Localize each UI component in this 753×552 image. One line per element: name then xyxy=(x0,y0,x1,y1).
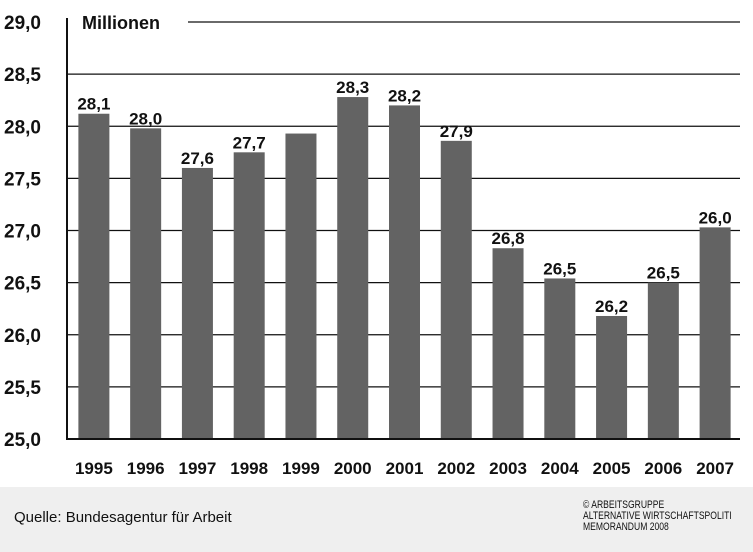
y-tick-label: 29,0 xyxy=(4,13,41,34)
x-tick-label: 2006 xyxy=(644,459,682,478)
data-label: 27,7 xyxy=(233,133,266,152)
bar xyxy=(596,315,628,439)
data-label: 27,6 xyxy=(181,149,214,168)
bar xyxy=(544,278,576,439)
data-label: 28,1 xyxy=(77,95,110,114)
data-label: 27,9 xyxy=(440,122,473,141)
y-tick-label: 27,0 xyxy=(4,222,41,243)
bar xyxy=(181,167,213,439)
data-label: 28,0 xyxy=(129,109,162,128)
bar xyxy=(699,227,731,439)
x-tick-label: 1996 xyxy=(127,459,165,478)
x-tick-label: 2000 xyxy=(334,459,372,478)
source-note: Quelle: Bundesagentur für Arbeit xyxy=(14,509,232,526)
unit-label: Millionen xyxy=(82,13,160,33)
data-label: 28,2 xyxy=(388,86,421,105)
y-tick-label: 25,0 xyxy=(4,430,41,451)
bar xyxy=(337,97,369,439)
y-tick-label: 28,0 xyxy=(4,117,41,138)
x-tick-label: 2004 xyxy=(541,459,579,478)
x-tick-label: 2003 xyxy=(489,459,527,478)
x-tick-label: 2007 xyxy=(696,459,734,478)
data-label: 26,5 xyxy=(647,264,680,283)
y-tick-label: 26,0 xyxy=(4,326,41,347)
y-tick-label: 26,5 xyxy=(4,274,41,295)
bar xyxy=(130,128,162,439)
data-label: 28,3 xyxy=(336,78,369,97)
y-tick-label: 27,5 xyxy=(4,169,41,190)
bar xyxy=(389,105,420,440)
bar xyxy=(285,133,317,440)
bar xyxy=(440,140,472,439)
copyright-line-2: ALTERNATIVE WIRTSCHAFTSPOLITI xyxy=(583,510,732,522)
copyright-note: © ARBEITSGRUPPE ALTERNATIVE WIRTSCHAFTSP… xyxy=(583,500,732,533)
y-tick-label: 25,5 xyxy=(4,378,41,399)
data-label: 26,5 xyxy=(543,259,576,278)
bar xyxy=(78,113,110,440)
chart-area: 25,0 25,5 26,0 26,5 27,0 27,5 28,0 28,5 29,0 Mill… xyxy=(0,0,753,487)
x-tick-label: 2005 xyxy=(593,459,631,478)
data-label: 26,2 xyxy=(595,297,628,316)
bar xyxy=(233,152,265,439)
bar xyxy=(647,282,679,439)
copyright-line-3: MEMORANDUM 2008 xyxy=(583,521,669,533)
bar-chart: 25,0 25,5 26,0 26,5 27,0 27,5 28,0 28,5 29,0 Mill… xyxy=(4,13,740,478)
x-tick-label: 1995 xyxy=(75,459,113,478)
x-tick-label: 1999 xyxy=(282,459,320,478)
x-tick-label: 1997 xyxy=(179,459,217,478)
data-label: 26,8 xyxy=(491,229,524,248)
bar xyxy=(492,248,524,439)
x-tick-label: 1998 xyxy=(230,459,268,478)
x-tick-label: 2001 xyxy=(386,459,424,478)
y-tick-label: 28,5 xyxy=(4,65,41,86)
copyright-line-1: © ARBEITSGRUPPE xyxy=(583,499,665,511)
data-label: 26,0 xyxy=(699,208,732,227)
x-tick-label: 2002 xyxy=(437,459,475,478)
